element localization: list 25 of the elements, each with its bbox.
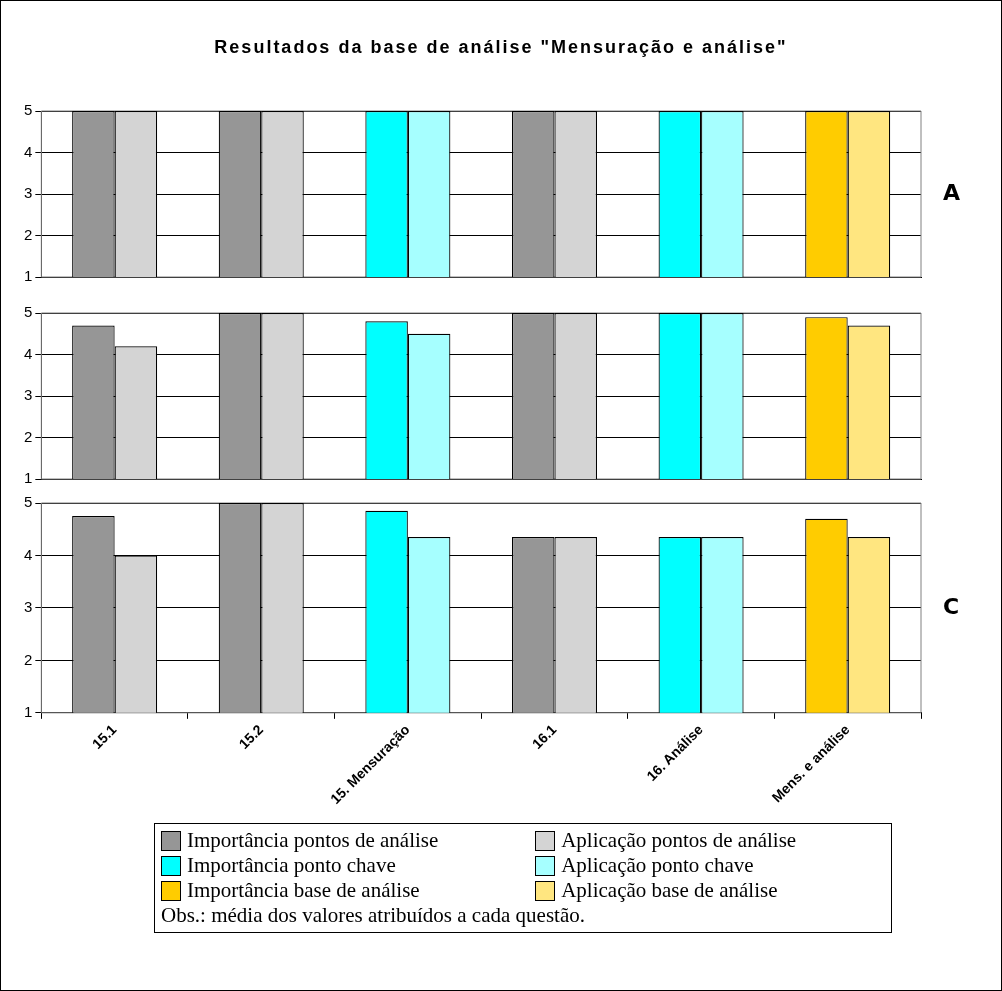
- y-tick-label: 2: [24, 225, 33, 243]
- y-tick-label: 1: [24, 267, 33, 285]
- y-tick-label: 3: [24, 386, 33, 404]
- legend-label: Importância ponto chave: [187, 853, 396, 878]
- legend-label: Importância pontos de análise: [187, 828, 439, 853]
- legend-label: Aplicação base de análise: [561, 878, 778, 903]
- legend-label: Aplicação ponto chave: [561, 853, 754, 878]
- y-tick-label: 5: [24, 101, 33, 119]
- y-tick-label: 2: [24, 427, 33, 445]
- y-tick-label: 5: [24, 493, 33, 511]
- y-tick-label: 4: [24, 344, 33, 362]
- y-tick-label: 1: [24, 469, 33, 487]
- text: A: [943, 179, 961, 205]
- text: C: [943, 593, 960, 619]
- y-tick-label: 4: [24, 545, 33, 563]
- legend-label: Aplicação pontos de análise: [561, 828, 797, 853]
- legend-label: Importância base de análise: [187, 878, 420, 903]
- y-tick-label: 1: [24, 702, 33, 720]
- y-tick-label: 3: [24, 598, 33, 616]
- chart-title: Resultados da base de análise "Mensuração e análise": [213, 37, 789, 58]
- y-tick-label: 5: [24, 303, 33, 321]
- y-tick-label: 2: [24, 650, 33, 668]
- y-tick-label: 3: [24, 184, 33, 202]
- y-tick-label: 4: [24, 142, 33, 160]
- text: Obs.: média dos valores atribuídos a cada questão.: [161, 903, 586, 928]
